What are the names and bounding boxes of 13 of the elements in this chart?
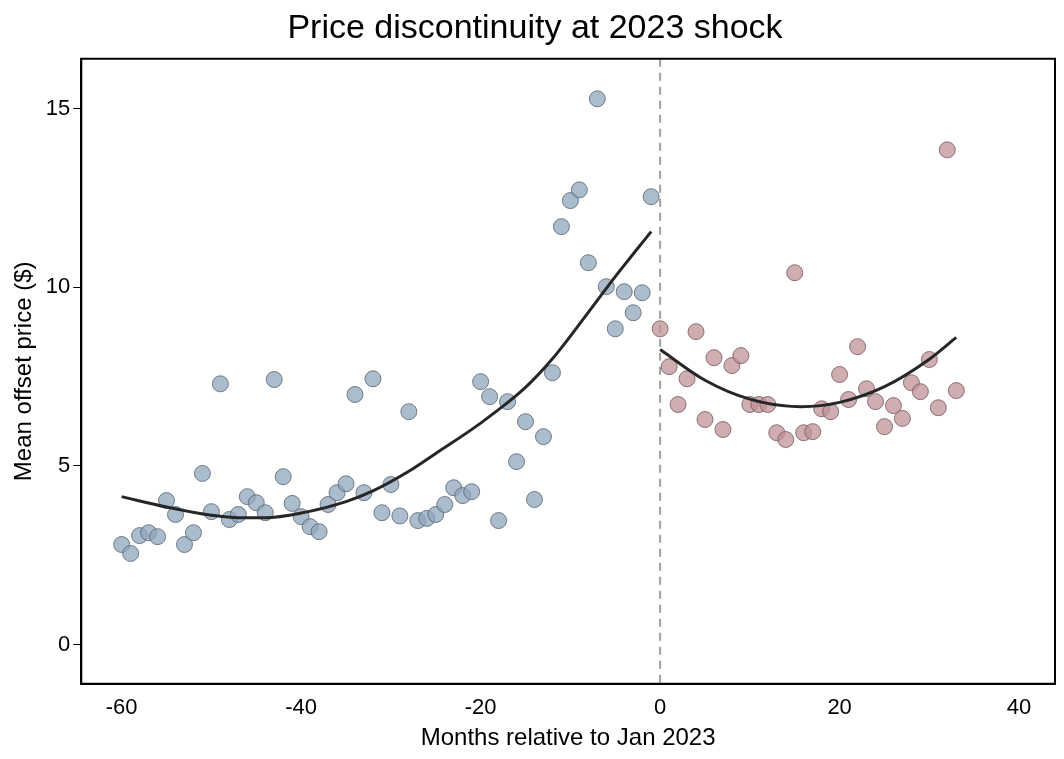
x-tick-label: -40 [285,694,318,720]
y-tick-label: 0 [58,630,71,656]
x-axis-title: Months relative to Jan 2023 [420,723,716,751]
x-tick-label: 20 [827,694,852,720]
x-tick-label: 40 [1006,694,1032,720]
y-tick-label: 15 [45,94,71,120]
x-tick-label: -60 [105,694,138,720]
y-axis-title: Mean offset price ($) [9,261,37,482]
y-tick-label: 5 [58,452,71,478]
x-tick-label: -20 [464,694,497,720]
x-tick-label: 0 [654,694,667,720]
y-tick-label: 10 [45,273,71,299]
chart-title: Price discontinuity at 2023 shock [287,6,784,45]
